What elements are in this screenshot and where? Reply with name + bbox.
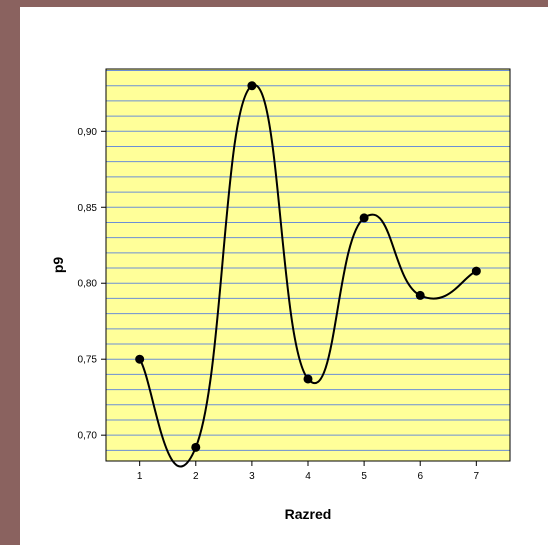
x-tick-label: 2 (193, 471, 199, 482)
data-point (303, 374, 313, 384)
data-point (135, 354, 145, 364)
x-tick-label: 1 (137, 471, 143, 482)
data-point (471, 266, 481, 276)
plot-border (105, 68, 511, 462)
x-tick-label: 7 (474, 471, 480, 482)
x-tick-label: 3 (249, 471, 255, 482)
x-axis: 1 2 3 4 5 6 7 (137, 461, 480, 482)
x-tick-label: 4 (305, 471, 311, 482)
y-axis-title: p9 (50, 257, 66, 274)
y-axis: 0,70 0,75 0,80 0,85 0,90 (78, 127, 106, 442)
data-point (191, 442, 201, 452)
data-point (415, 290, 425, 300)
x-tick-label: 5 (361, 471, 367, 482)
y-tick-label: 0,70 (78, 431, 98, 442)
line-chart: 0,70 0,75 0,80 0,85 0,90 1 2 3 4 5 6 7 Razred p9 (50, 68, 511, 522)
y-tick-label: 0,85 (78, 203, 98, 214)
x-tick-label: 6 (417, 471, 423, 482)
plot-area (106, 69, 510, 461)
y-tick-label: 0,90 (78, 127, 98, 138)
y-tick-label: 0,75 (78, 355, 98, 366)
grid-lines (106, 70, 510, 451)
x-axis-title: Razred (285, 506, 332, 522)
y-tick-label: 0,80 (78, 279, 98, 290)
data-points (135, 81, 481, 452)
data-point (247, 81, 257, 91)
chart-frame: 0,70 0,75 0,80 0,85 0,90 1 2 3 4 5 6 7 Razred p9 (20, 7, 548, 545)
data-point (359, 213, 369, 223)
